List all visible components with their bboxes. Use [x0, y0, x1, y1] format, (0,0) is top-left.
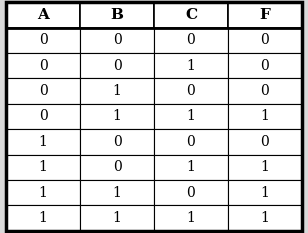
- Text: 1: 1: [113, 110, 121, 123]
- Bar: [6, 180, 80, 205]
- Bar: [228, 2, 302, 28]
- Text: 0: 0: [261, 59, 269, 73]
- Text: 0: 0: [113, 59, 121, 73]
- Text: 0: 0: [187, 84, 195, 98]
- Text: 0: 0: [39, 33, 47, 47]
- Text: 1: 1: [261, 186, 269, 200]
- Bar: [154, 2, 228, 28]
- Bar: [6, 104, 80, 129]
- Bar: [228, 129, 302, 154]
- Text: 1: 1: [39, 135, 47, 149]
- Bar: [80, 53, 154, 79]
- Bar: [154, 28, 228, 53]
- Text: 1: 1: [113, 186, 121, 200]
- Bar: [6, 129, 80, 154]
- Text: 1: 1: [39, 160, 47, 174]
- Bar: [228, 53, 302, 79]
- Bar: [228, 28, 302, 53]
- Text: 0: 0: [187, 135, 195, 149]
- Text: 0: 0: [39, 84, 47, 98]
- Bar: [228, 79, 302, 104]
- Bar: [80, 180, 154, 205]
- Text: 1: 1: [261, 110, 269, 123]
- Text: F: F: [259, 8, 270, 22]
- Text: 0: 0: [39, 59, 47, 73]
- Text: 0: 0: [187, 186, 195, 200]
- Bar: [154, 154, 228, 180]
- Bar: [80, 28, 154, 53]
- Text: 0: 0: [261, 33, 269, 47]
- Text: 0: 0: [113, 33, 121, 47]
- Bar: [228, 180, 302, 205]
- Bar: [80, 79, 154, 104]
- Bar: [6, 2, 80, 28]
- Text: 0: 0: [113, 135, 121, 149]
- Bar: [80, 205, 154, 231]
- Bar: [6, 53, 80, 79]
- Bar: [154, 205, 228, 231]
- Bar: [80, 104, 154, 129]
- Text: 1: 1: [187, 211, 195, 225]
- Bar: [154, 129, 228, 154]
- Text: C: C: [185, 8, 197, 22]
- Bar: [6, 154, 80, 180]
- Text: 0: 0: [39, 110, 47, 123]
- Text: 1: 1: [261, 211, 269, 225]
- Text: 1: 1: [187, 110, 195, 123]
- Text: 0: 0: [261, 84, 269, 98]
- Text: 0: 0: [261, 135, 269, 149]
- Bar: [154, 79, 228, 104]
- Bar: [154, 180, 228, 205]
- Text: 1: 1: [113, 211, 121, 225]
- Bar: [80, 129, 154, 154]
- Text: B: B: [111, 8, 124, 22]
- Bar: [6, 28, 80, 53]
- Text: 1: 1: [261, 160, 269, 174]
- Text: 1: 1: [187, 59, 195, 73]
- Bar: [228, 154, 302, 180]
- Text: 1: 1: [39, 186, 47, 200]
- Bar: [154, 53, 228, 79]
- Bar: [228, 104, 302, 129]
- Text: 1: 1: [113, 84, 121, 98]
- Bar: [6, 79, 80, 104]
- Bar: [80, 2, 154, 28]
- Bar: [6, 205, 80, 231]
- Text: A: A: [37, 8, 49, 22]
- Bar: [80, 154, 154, 180]
- Text: 0: 0: [187, 33, 195, 47]
- Text: 0: 0: [113, 160, 121, 174]
- Text: 1: 1: [39, 211, 47, 225]
- Text: 1: 1: [187, 160, 195, 174]
- Bar: [154, 104, 228, 129]
- Bar: [228, 205, 302, 231]
